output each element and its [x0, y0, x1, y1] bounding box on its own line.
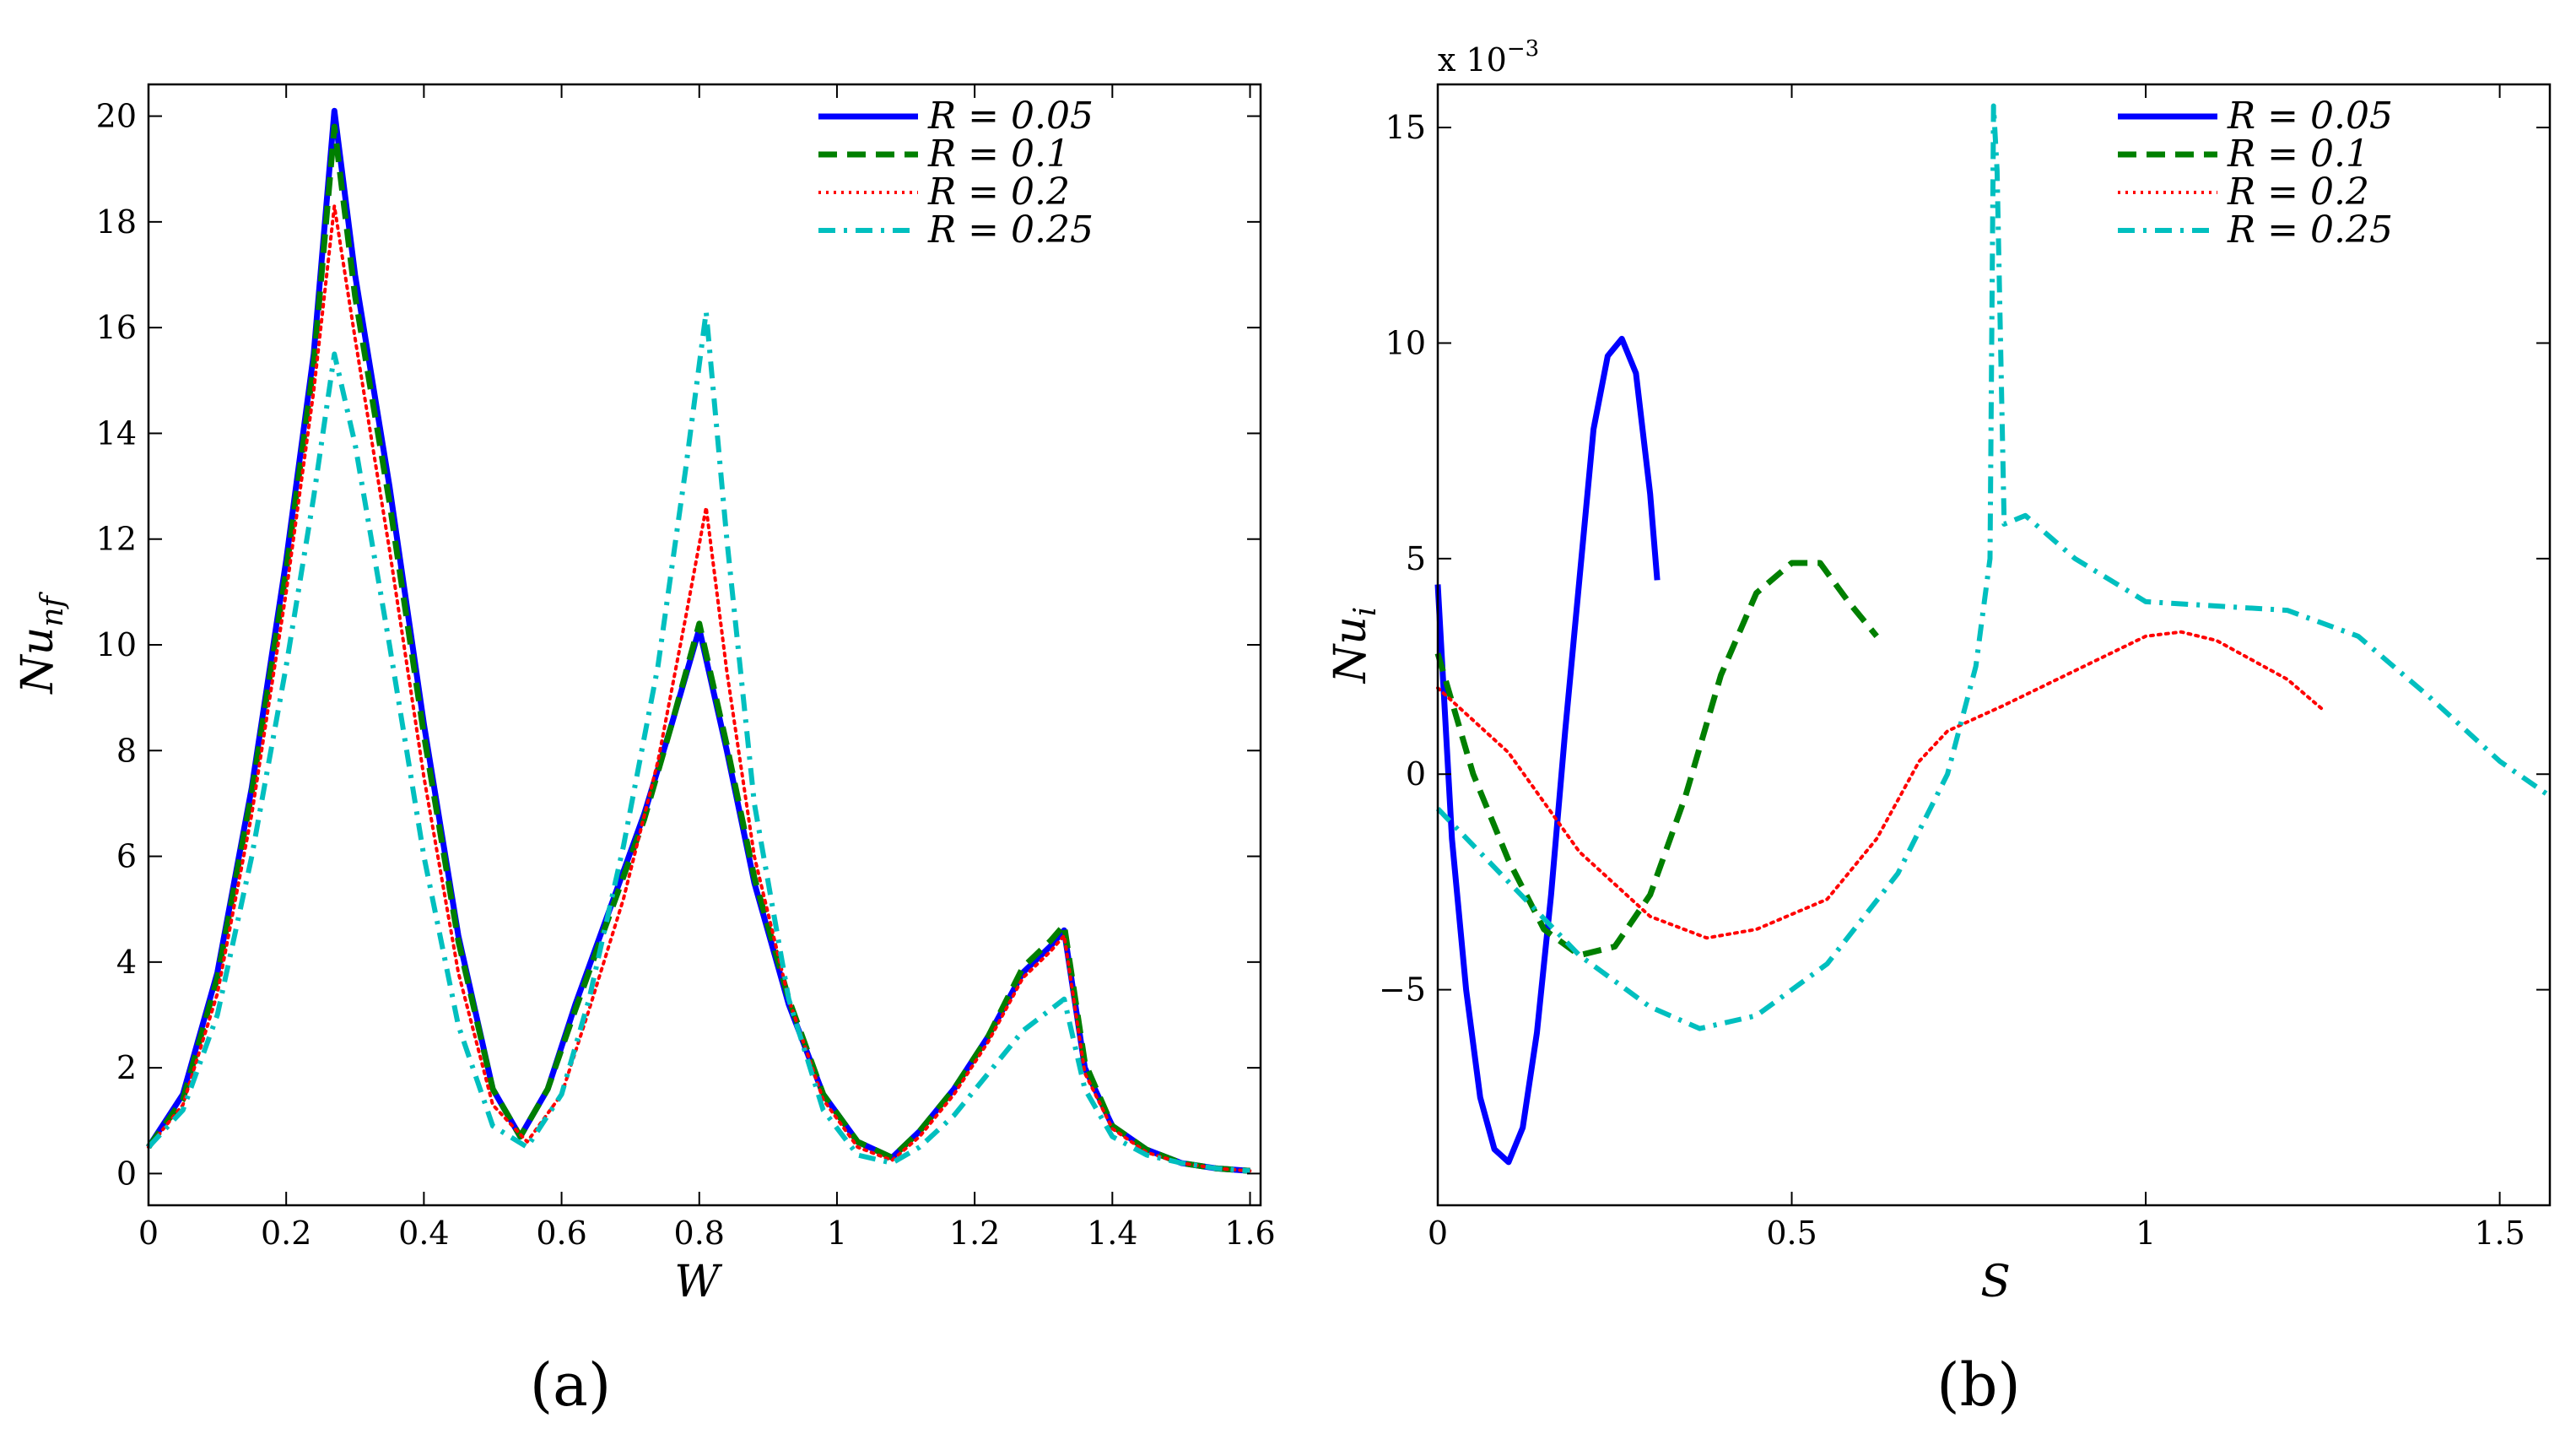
panel-a-y-tick-label: 16 — [96, 309, 137, 346]
panel-b-ticks: 0 0.5 1 1.5 −5 0 5 10 15 — [1379, 84, 2550, 1252]
panel-a-x-tick-label: 1 — [827, 1215, 847, 1252]
panel-a-x-tick-label: 0.4 — [398, 1215, 449, 1252]
panel-a-legend: R = 0.05R = 0.1R = 0.2R = 0.25 — [818, 95, 1094, 252]
panel-b-y-axis-label-sub: i — [1348, 607, 1383, 617]
panel-b-exponent-power: −3 — [1507, 36, 1539, 62]
panel-a-y-tick-label: 20 — [96, 98, 137, 135]
panel-b-series-line-2 — [1436, 630, 2325, 940]
panel-a-legend-label-0: R = 0.05 — [927, 95, 1094, 138]
panel-a-legend-label-2: R = 0.2 — [927, 170, 1070, 214]
panel-a-y-tick-label: 12 — [96, 521, 137, 558]
panel-a-x-tick-label: 0.8 — [674, 1215, 725, 1252]
panel-b-series-line-3 — [1435, 103, 2552, 1031]
panel-a-x-tick-label: 0.6 — [536, 1215, 586, 1252]
panel-a-y-tick-label: 0 — [116, 1155, 137, 1192]
panel-b-y-axis-label-main: Nu — [1326, 616, 1376, 685]
panel-b-x-tick-label: 1 — [2136, 1215, 2156, 1252]
panel-b-y-tick-label: 10 — [1385, 324, 1426, 361]
panel-a-legend-label-3: R = 0.25 — [927, 208, 1094, 252]
panel-a-x-tick-label: 0.2 — [261, 1215, 311, 1252]
panel-a-series-line-0 — [146, 107, 1250, 1174]
panel-a-series-line-1 — [146, 123, 1250, 1174]
panel-a-y-axis-label-sub: nf — [35, 592, 70, 627]
panel-b-series-line-0 — [1434, 335, 1661, 1166]
panel-a-y-tick-label: 4 — [116, 944, 137, 981]
panel-b-y-tick-label: 15 — [1385, 109, 1426, 146]
panel-b-plot-frame — [1436, 83, 2552, 1207]
panel-b-x-axis-label: S — [1980, 1257, 2011, 1307]
panel-a-y-tick-label: 8 — [116, 732, 137, 769]
panel-a-x-tick-label: 0 — [138, 1215, 159, 1252]
panel-b-y-tick-label: 5 — [1406, 540, 1426, 577]
panel-b-legend-label-0: R = 0.05 — [2227, 95, 2393, 138]
panel-b-legend: R = 0.05R = 0.1R = 0.2R = 0.25 — [2118, 95, 2393, 252]
panel-a-series-line-3 — [146, 309, 1250, 1174]
panel-a-y-tick-label: 6 — [116, 838, 137, 875]
panel-b-series-line-1 — [1434, 560, 1879, 959]
panel-a-chart: 0 0.2 0.4 0.6 0.8 1 1.2 1.4 1.6 0 2 4 6 8 10 12 14 16 18 20… — [13, 83, 1276, 1420]
panel-b-y-tick-label: −5 — [1379, 971, 1426, 1009]
panel-b-y-tick-label: 0 — [1406, 755, 1426, 793]
panel-a-y-tick-label: 18 — [96, 203, 137, 241]
panel-b-x-tick-label: 0.5 — [1766, 1215, 1817, 1252]
panel-b-legend-label-2: R = 0.2 — [2227, 170, 2369, 214]
panel-a-x-tick-label: 1.6 — [1224, 1215, 1275, 1252]
panel-a-legend-label-1: R = 0.1 — [927, 133, 1070, 176]
panel-b-exponent-base: x 10 — [1438, 41, 1507, 78]
panel-a-y-axis-label: Nunf — [13, 592, 70, 695]
panel-a-x-tick-label: 1.4 — [1087, 1215, 1137, 1252]
panel-b-legend-label-3: R = 0.25 — [2227, 208, 2393, 252]
panel-a-y-tick-label: 10 — [96, 626, 137, 663]
panel-b-legend-label-1: R = 0.1 — [2227, 133, 2369, 176]
panel-a-series-line-2 — [147, 204, 1252, 1173]
panel-b-y-axis-label: Nui — [1326, 607, 1383, 685]
panel-b-x-tick-label: 1.5 — [2474, 1215, 2525, 1252]
panel-b-x-tick-label: 0 — [1428, 1215, 1448, 1252]
panel-a-ticks: 0 0.2 0.4 0.6 0.8 1 1.2 1.4 1.6 0 2 4 6 8 10 12 14 16 18 20 — [96, 84, 1276, 1252]
panel-b-caption: (b) — [1936, 1350, 2020, 1420]
panel-b-series-lines — [1434, 103, 2552, 1166]
panel-a-y-axis-label-main: Nu — [13, 627, 63, 695]
panel-a-caption: (a) — [530, 1350, 611, 1420]
panel-a-x-axis-label: W — [674, 1257, 722, 1307]
panel-a-y-tick-label: 14 — [96, 414, 137, 452]
panel-a-series-lines — [146, 107, 1252, 1174]
panel-a-y-tick-label: 2 — [116, 1049, 137, 1086]
panel-a-x-tick-label: 1.2 — [949, 1215, 1000, 1252]
panel-b-exponent-label: x 10−3 — [1438, 36, 1539, 78]
